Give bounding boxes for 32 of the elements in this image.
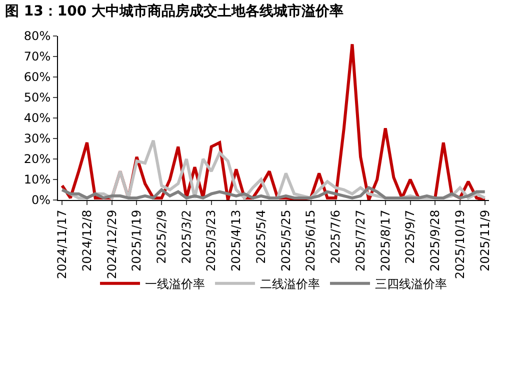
x-tick-label: 2024/11/17	[55, 210, 70, 279]
x-tick-label: 2025/7/6	[328, 210, 343, 264]
y-tick-label: 50%	[24, 90, 51, 105]
x-tick-label: 2025/11/9	[478, 210, 492, 272]
x-tick-label: 2025/6/15	[304, 210, 318, 272]
x-tick-label: 2025/5/25	[278, 210, 293, 272]
x-tick-label: 2025/10/19	[452, 210, 467, 279]
y-tick-label: 80%	[24, 29, 51, 44]
legend-label: 三四线溢价率	[375, 277, 447, 292]
x-tick-label: 2025/2/9	[154, 210, 169, 264]
y-tick-label: 0%	[32, 193, 51, 208]
y-tick-label: 10%	[24, 172, 51, 187]
legend-label: 一线溢价率	[145, 277, 205, 292]
x-tick-label: 2025/9/7	[403, 210, 418, 264]
x-tick-label: 2025/9/28	[428, 210, 442, 272]
x-tick-label: 2025/3/2	[179, 210, 194, 264]
y-tick-label: 60%	[24, 70, 51, 84]
y-tick-label: 70%	[24, 50, 51, 64]
y-tick-label: 40%	[24, 111, 51, 126]
y-tick-label: 20%	[24, 152, 51, 166]
x-tick-label: 2025/7/27	[353, 210, 368, 272]
line-series	[60, 186, 486, 200]
x-tick-label: 2025/5/4	[254, 210, 268, 264]
x-tick-label: 2025/4/13	[229, 210, 244, 272]
x-tick-label: 2024/12/8	[80, 210, 94, 272]
x-tick-label: 2024/12/29	[104, 210, 119, 279]
chart-title: 图 13：100 大中城市商品房成交土地各线城市溢价率	[5, 2, 344, 20]
x-tick-label: 2025/8/17	[378, 210, 392, 272]
x-tick-label: 2025/1/19	[130, 210, 144, 272]
x-tick-label: 2025/3/23	[204, 210, 218, 272]
y-tick-label: 30%	[24, 132, 51, 146]
legend-label: 二线溢价率	[260, 277, 320, 292]
